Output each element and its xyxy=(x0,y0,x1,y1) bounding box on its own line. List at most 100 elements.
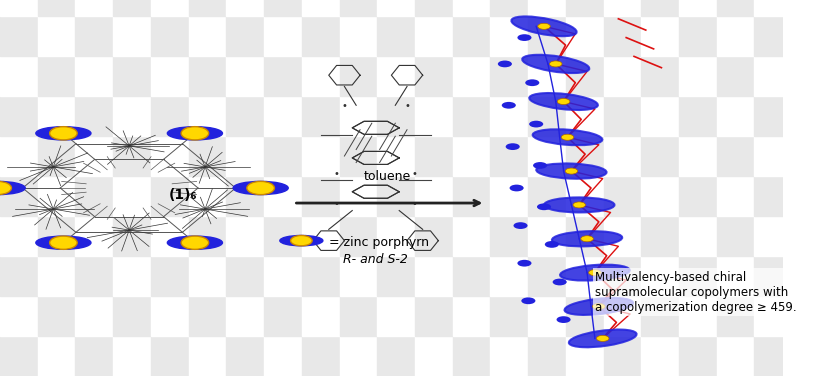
Circle shape xyxy=(510,185,524,191)
Bar xyxy=(642,256,679,296)
Bar xyxy=(227,96,264,136)
Bar xyxy=(792,336,830,376)
Bar xyxy=(566,336,603,376)
Bar xyxy=(754,0,792,16)
Bar xyxy=(754,176,792,216)
Bar xyxy=(642,216,679,256)
Circle shape xyxy=(557,316,571,323)
Circle shape xyxy=(553,279,567,285)
Circle shape xyxy=(247,181,275,195)
Bar xyxy=(491,96,528,136)
Bar xyxy=(0,16,37,56)
Bar xyxy=(264,16,302,56)
Bar xyxy=(264,56,302,96)
Bar xyxy=(113,16,151,56)
Bar xyxy=(37,56,76,96)
Bar xyxy=(415,296,452,336)
Bar xyxy=(227,256,264,296)
Circle shape xyxy=(521,297,535,304)
Bar xyxy=(264,136,302,176)
Bar xyxy=(377,136,415,176)
Bar xyxy=(717,96,754,136)
Bar xyxy=(0,216,37,256)
Bar xyxy=(227,16,264,56)
Ellipse shape xyxy=(544,197,614,212)
Bar xyxy=(452,216,491,256)
Ellipse shape xyxy=(0,181,25,195)
Bar xyxy=(37,216,76,256)
Bar xyxy=(339,16,377,56)
Bar xyxy=(452,176,491,216)
Bar xyxy=(188,56,227,96)
Bar xyxy=(491,56,528,96)
Bar xyxy=(642,16,679,56)
Bar xyxy=(566,256,603,296)
Circle shape xyxy=(565,168,578,174)
Bar xyxy=(76,176,113,216)
Bar xyxy=(151,176,188,216)
Bar xyxy=(302,56,339,96)
Bar xyxy=(37,136,76,176)
Bar xyxy=(528,176,566,216)
Bar xyxy=(754,136,792,176)
Bar xyxy=(603,96,642,136)
Bar xyxy=(717,176,754,216)
Bar xyxy=(566,0,603,16)
Bar xyxy=(227,336,264,376)
Bar xyxy=(0,136,37,176)
Bar xyxy=(566,96,603,136)
Bar xyxy=(302,296,339,336)
Bar xyxy=(491,136,528,176)
Bar xyxy=(113,216,151,256)
Bar xyxy=(377,0,415,16)
Bar xyxy=(113,56,151,96)
Text: •: • xyxy=(412,169,417,179)
Circle shape xyxy=(50,236,77,249)
Text: •: • xyxy=(404,101,410,111)
Text: •: • xyxy=(334,169,339,179)
Bar xyxy=(37,176,76,216)
Text: •: • xyxy=(334,199,339,209)
Bar xyxy=(76,96,113,136)
Bar xyxy=(603,0,642,16)
Text: R- and S-2: R- and S-2 xyxy=(344,253,408,266)
Bar xyxy=(227,136,264,176)
Bar xyxy=(642,296,679,336)
Bar xyxy=(264,256,302,296)
Bar xyxy=(566,16,603,56)
Bar xyxy=(113,136,151,176)
Bar xyxy=(679,136,717,176)
Bar xyxy=(188,336,227,376)
Bar xyxy=(452,0,491,16)
Bar xyxy=(113,336,151,376)
Bar xyxy=(528,136,566,176)
Bar xyxy=(792,256,830,296)
Bar xyxy=(792,16,830,56)
Bar xyxy=(792,96,830,136)
Bar xyxy=(452,296,491,336)
Bar xyxy=(679,336,717,376)
Bar xyxy=(339,296,377,336)
Bar xyxy=(415,96,452,136)
Circle shape xyxy=(561,134,574,140)
Bar xyxy=(679,0,717,16)
Ellipse shape xyxy=(280,235,323,246)
Ellipse shape xyxy=(564,298,633,315)
Text: (1)₆: (1)₆ xyxy=(168,188,197,202)
Bar xyxy=(491,336,528,376)
Bar xyxy=(0,336,37,376)
Bar xyxy=(37,96,76,136)
Circle shape xyxy=(538,23,550,29)
Ellipse shape xyxy=(522,55,589,73)
Bar xyxy=(264,176,302,216)
Bar xyxy=(717,256,754,296)
Circle shape xyxy=(50,127,77,140)
Bar xyxy=(113,296,151,336)
Circle shape xyxy=(290,235,312,246)
Bar xyxy=(452,56,491,96)
Bar xyxy=(491,16,528,56)
Bar xyxy=(491,216,528,256)
Bar xyxy=(754,256,792,296)
Bar xyxy=(603,176,642,216)
Bar xyxy=(452,336,491,376)
